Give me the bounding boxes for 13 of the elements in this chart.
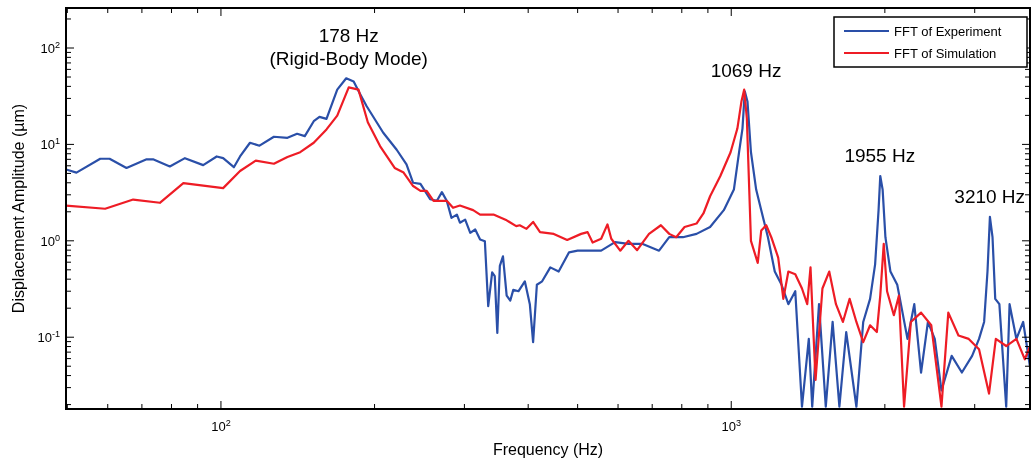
annotation: 3210 Hz: [954, 185, 1026, 207]
y-tick-label: 10$^{2}$: [40, 40, 60, 56]
x-tick-label: 10$^{3}$: [721, 418, 742, 434]
y-axis-title: Displacement Amplitude (µm): [10, 103, 27, 314]
annotation: 1955 Hz: [844, 145, 916, 167]
annotation: 1069 Hz: [710, 59, 782, 81]
x-axis-title: Frequency (Hz): [492, 441, 604, 458]
y-tick-label: 10$^{1}$: [40, 136, 60, 153]
y-tick-label: 10$^{0}$: [40, 232, 60, 249]
legend-label: FFT of Experiment: [894, 24, 1002, 39]
y-tick-label: 10$^{-1}$: [37, 329, 60, 346]
legend-label: FFT of Simulation: [894, 46, 997, 61]
annotation: 178 Hz (Rigid-Body Mode): [269, 24, 428, 69]
